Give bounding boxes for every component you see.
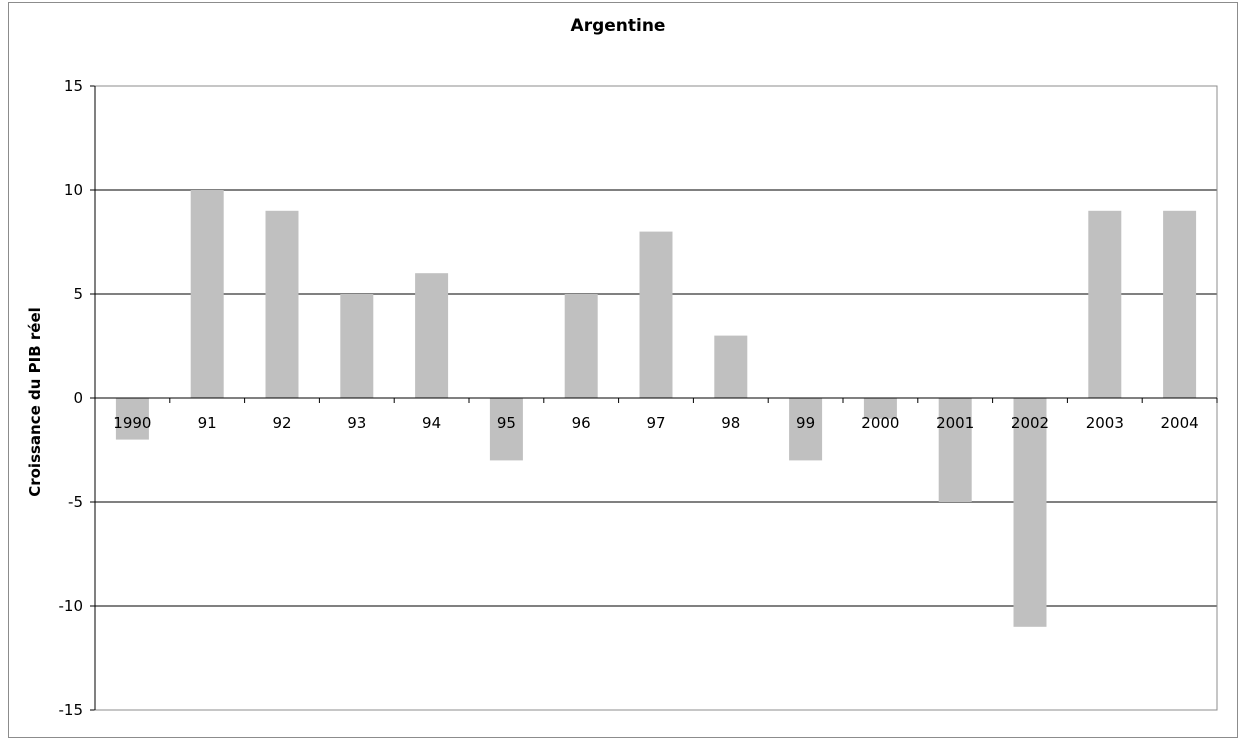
x-tick-labels: 1990 91 92 93 94 95 96 97 98 99 2000 2001 2002 2003 20…	[113, 414, 1198, 432]
axes	[94, 86, 1218, 710]
bar	[938, 398, 972, 502]
y-tick-label: 15	[64, 77, 83, 95]
x-tick-label: 2001	[936, 414, 974, 432]
y-tick-label: 10	[64, 181, 83, 199]
x-tick-label: 97	[646, 414, 665, 432]
y-axis-label: Croissance du PIB réel	[26, 307, 44, 497]
x-tick-label: 2003	[1086, 414, 1124, 432]
bar	[415, 273, 449, 398]
x-tick-label: 91	[198, 414, 217, 432]
x-tick-label: 96	[572, 414, 591, 432]
y-tick-label: -15	[59, 701, 84, 719]
bar	[265, 210, 299, 398]
x-tick-label: 1990	[113, 414, 151, 432]
bar	[190, 190, 224, 398]
bar	[863, 398, 897, 419]
bar	[714, 335, 748, 398]
x-tick-label: 92	[272, 414, 291, 432]
bar	[340, 294, 374, 398]
bar	[1163, 210, 1197, 398]
x-tick-label: 2000	[861, 414, 899, 432]
x-tick-label: 95	[497, 414, 516, 432]
y-tick-label: -5	[68, 493, 83, 511]
y-tick-labels: -15 -10 -5 0 5 10 15	[59, 77, 84, 719]
bar	[489, 398, 523, 461]
chart-frame	[8, 2, 1238, 738]
bar	[1013, 398, 1047, 627]
bar	[115, 398, 149, 440]
x-tick-label: 93	[347, 414, 366, 432]
x-tick-label: 99	[796, 414, 815, 432]
x-tick-label: 2004	[1161, 414, 1199, 432]
y-tick-label: 0	[73, 389, 83, 407]
bar	[639, 231, 673, 398]
bar	[1088, 210, 1122, 398]
y-tick-label: 5	[73, 285, 83, 303]
x-tick-label: 94	[422, 414, 441, 432]
bar	[564, 294, 598, 398]
bar	[789, 398, 823, 461]
x-tick-label: 2002	[1011, 414, 1049, 432]
y-tick-label: -10	[59, 597, 84, 615]
x-tick-label: 98	[721, 414, 740, 432]
chart-title: Argentine	[571, 16, 666, 36]
bars	[115, 190, 1197, 627]
